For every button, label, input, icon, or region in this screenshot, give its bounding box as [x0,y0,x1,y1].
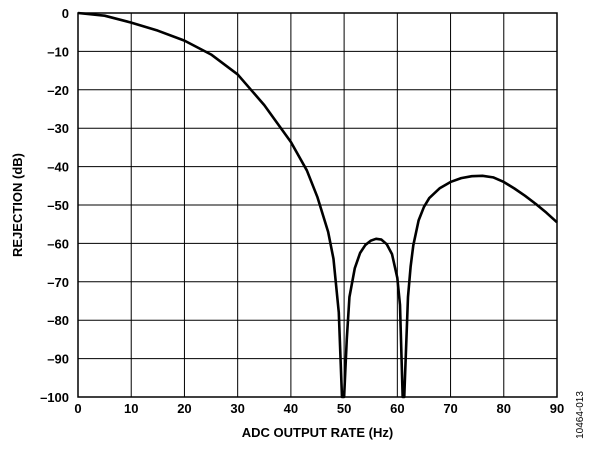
x-axis-label: ADC OUTPUT RATE (Hz) [242,425,393,440]
x-tick-label: 60 [390,401,404,416]
y-tick-label: –90 [47,352,69,367]
y-tick-label: –70 [47,275,69,290]
y-tick-label: 0 [62,6,69,21]
y-tick-label: –50 [47,198,69,213]
x-tick-label: 20 [177,401,191,416]
grid-lines [78,13,557,397]
x-tick-label: 10 [124,401,138,416]
x-tick-label: 40 [284,401,298,416]
x-tick-label: 30 [230,401,244,416]
y-tick-label: –60 [47,236,69,251]
figure-id: 10464-013 [575,391,586,439]
y-tick-label: –20 [47,83,69,98]
x-tick-label: 90 [550,401,564,416]
x-tick-label: 0 [74,401,81,416]
y-axis-label: REJECTION (dB) [10,153,25,257]
y-tick-label: –40 [47,160,69,175]
y-tick-label: –10 [47,44,69,59]
x-axis-ticks: 0 10 20 30 40 50 60 70 80 90 [74,401,564,416]
y-tick-label: –30 [47,121,69,136]
y-tick-label: –80 [47,313,69,328]
x-tick-label: 80 [497,401,511,416]
x-tick-label: 50 [337,401,351,416]
x-tick-label: 70 [443,401,457,416]
y-tick-label: –100 [40,390,69,405]
y-axis-ticks: 0 –10 –20 –30 –40 –50 –60 –70 –80 –90 –100 [40,6,69,405]
